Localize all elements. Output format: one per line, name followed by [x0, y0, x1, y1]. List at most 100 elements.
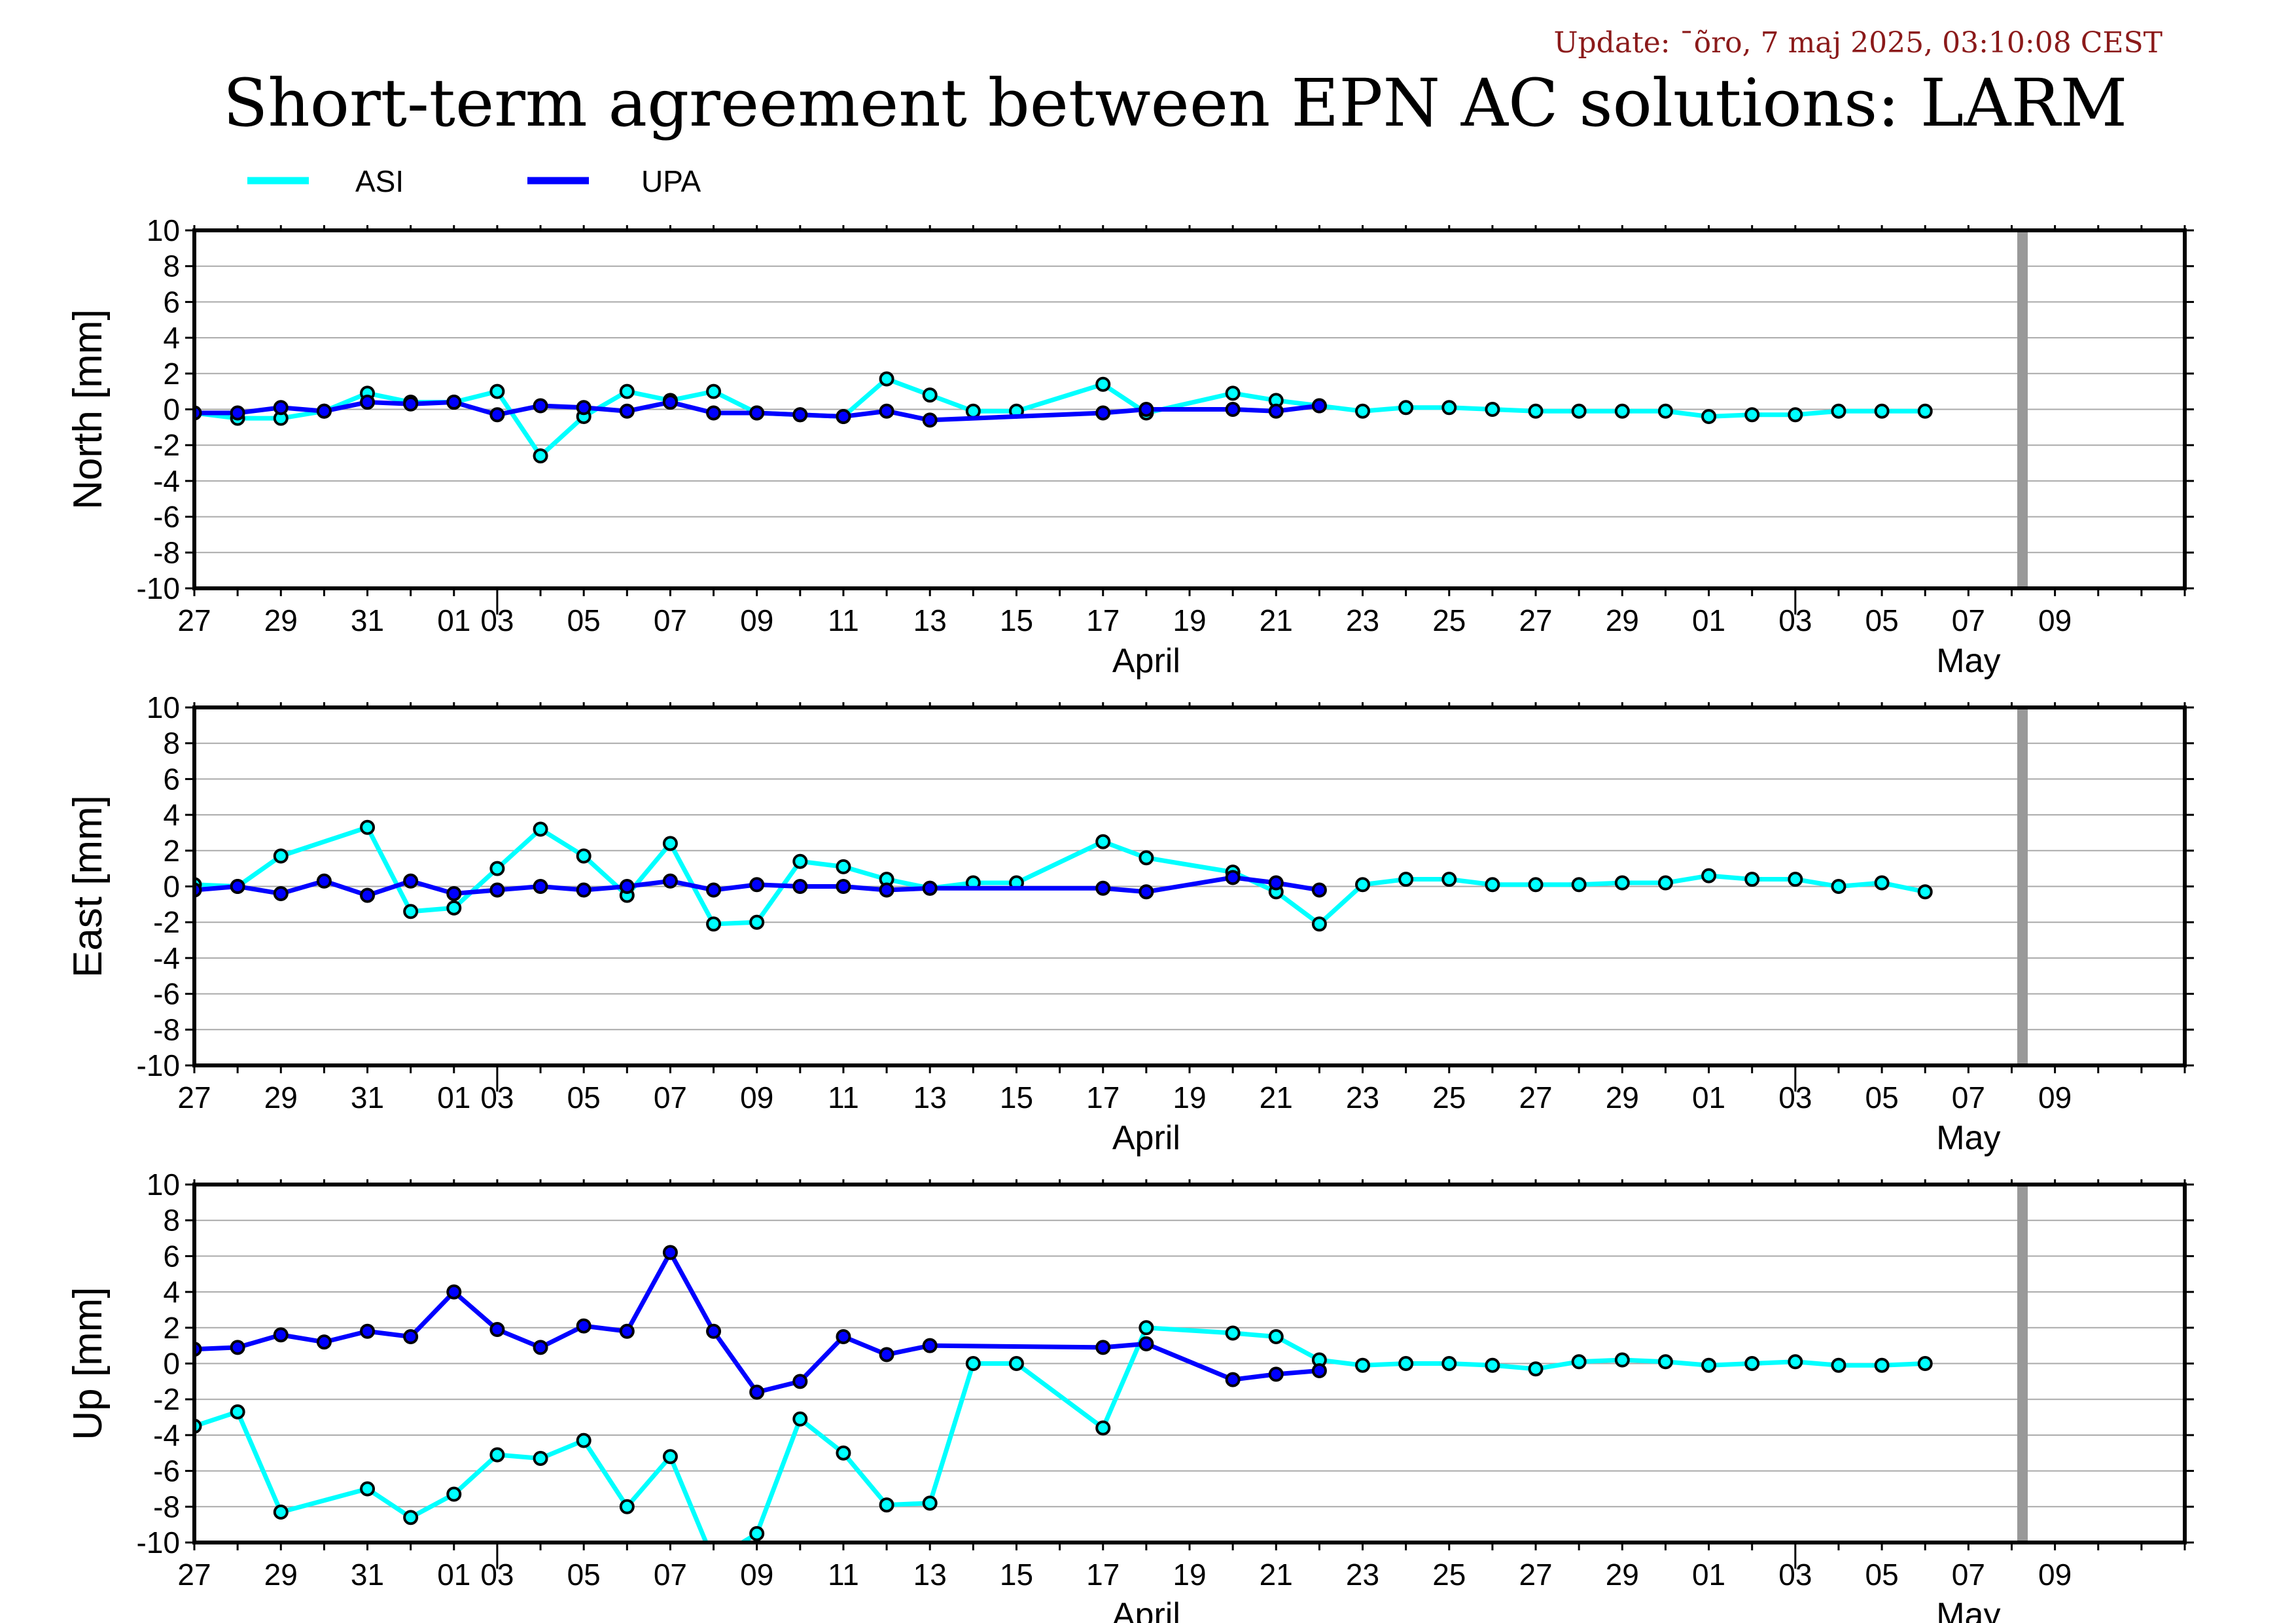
x-tick-label: 15 — [1000, 1080, 1033, 1115]
data-point-asi — [1744, 1356, 1760, 1371]
y-tick-label: -4 — [153, 941, 180, 975]
x-tick-label: 05 — [1865, 603, 1899, 637]
data-point-upa — [360, 395, 376, 410]
data-point-asi — [619, 1499, 635, 1514]
data-point-asi — [1831, 1357, 1846, 1373]
x-tick-label: 17 — [1086, 603, 1120, 637]
x-tick-label: 13 — [913, 1558, 947, 1592]
data-point-upa — [662, 873, 678, 889]
y-tick-label: -6 — [153, 1454, 180, 1488]
x-tick-label: 09 — [740, 1558, 773, 1592]
series-upa — [194, 395, 1327, 428]
plot-frame — [192, 705, 2187, 1067]
data-point-upa — [230, 1340, 245, 1355]
data-point-upa — [879, 882, 894, 898]
y-tick-label: 8 — [163, 726, 180, 760]
data-point-upa — [619, 403, 635, 419]
data-point-upa — [922, 880, 938, 896]
data-point-asi — [1398, 872, 1414, 887]
data-point-asi — [619, 383, 635, 399]
data-point-asi — [1398, 400, 1414, 416]
data-point-upa — [230, 405, 245, 421]
data-point-upa — [706, 405, 722, 421]
y-tick-label: 6 — [163, 285, 180, 319]
legend-label-asi: ASI — [355, 164, 404, 198]
x-tick-label: 09 — [740, 603, 773, 637]
x-tick-label: 25 — [1432, 1080, 1466, 1115]
x-tick-label: 23 — [1346, 603, 1379, 637]
data-point-asi — [1268, 1329, 1284, 1344]
y-tick-label: -8 — [153, 1489, 180, 1524]
data-point-asi — [1744, 407, 1760, 423]
x-tick-label: 01 — [1692, 1558, 1725, 1592]
data-point-upa — [1139, 884, 1154, 900]
data-point-upa — [1225, 870, 1241, 885]
data-point-asi — [489, 1447, 505, 1463]
data-point-asi — [879, 1497, 894, 1513]
x-tick-label: 19 — [1173, 603, 1206, 637]
data-point-asi — [706, 383, 722, 399]
data-point-upa — [879, 1347, 894, 1363]
data-point-asi — [360, 1481, 376, 1497]
data-point-upa — [792, 407, 808, 423]
data-point-upa — [316, 873, 332, 889]
chart-title: Short-term agreement between EPN AC solu… — [223, 65, 2127, 141]
month-label-may: May — [1936, 1596, 2000, 1623]
data-point-asi — [1657, 875, 1673, 891]
x-tick-label: 01 — [437, 1080, 470, 1115]
data-point-asi — [922, 1495, 938, 1511]
data-point-upa — [706, 882, 722, 898]
y-tick-label: 10 — [147, 1168, 180, 1202]
data-point-asi — [749, 914, 765, 930]
data-point-upa — [533, 879, 548, 894]
data-point-upa — [360, 887, 376, 903]
y-tick-label: 10 — [147, 690, 180, 724]
data-point-asi — [1788, 1354, 1803, 1370]
data-point-upa — [316, 403, 332, 419]
update-timestamp: Update: ¯õro, 7 maj 2025, 03:10:08 CEST — [1553, 26, 2163, 60]
data-point-asi — [1485, 402, 1500, 417]
data-point-asi — [792, 1411, 808, 1427]
x-tick-label: 01 — [1692, 603, 1725, 637]
data-point-asi — [1139, 850, 1154, 866]
x-tick-label: 23 — [1346, 1558, 1379, 1592]
data-point-upa — [836, 1329, 851, 1344]
x-tick-label: 09 — [2038, 603, 2072, 637]
data-point-asi — [1528, 1361, 1544, 1377]
y-tick-label: -4 — [153, 464, 180, 498]
data-point-upa — [403, 873, 419, 889]
x-tick-label: 03 — [1778, 1080, 1812, 1115]
x-tick-label: 09 — [2038, 1080, 2072, 1115]
data-point-asi — [533, 1450, 548, 1466]
month-label-april: April — [1112, 1119, 1180, 1157]
y-tick-label: -6 — [153, 977, 180, 1011]
x-tick-label: 09 — [2038, 1558, 2072, 1592]
data-point-asi — [1528, 877, 1544, 893]
data-point-upa — [403, 396, 419, 412]
legend: ASI UPA — [247, 164, 701, 198]
data-point-asi — [1095, 834, 1111, 849]
y-tick-label: 8 — [163, 1204, 180, 1238]
y-tick-label: 10 — [147, 213, 180, 247]
data-point-asi — [1788, 407, 1803, 423]
data-point-asi — [1095, 1420, 1111, 1436]
data-point-upa — [1225, 402, 1241, 417]
x-tick-label: 19 — [1173, 1080, 1206, 1115]
data-point-asi — [1614, 875, 1630, 891]
data-point-asi — [836, 859, 851, 874]
data-point-asi — [489, 383, 505, 399]
data-point-asi — [792, 853, 808, 869]
data-point-asi — [922, 387, 938, 403]
x-tick-label: 01 — [437, 603, 470, 637]
data-point-upa — [706, 1323, 722, 1339]
series-asi — [194, 1320, 1933, 1567]
x-tick-label: 05 — [1865, 1080, 1899, 1115]
data-point-asi — [707, 1554, 720, 1567]
data-point-asi — [489, 861, 505, 876]
data-point-asi — [273, 848, 289, 864]
data-point-upa — [1311, 398, 1327, 414]
x-tick-label: 05 — [1865, 1558, 1899, 1592]
